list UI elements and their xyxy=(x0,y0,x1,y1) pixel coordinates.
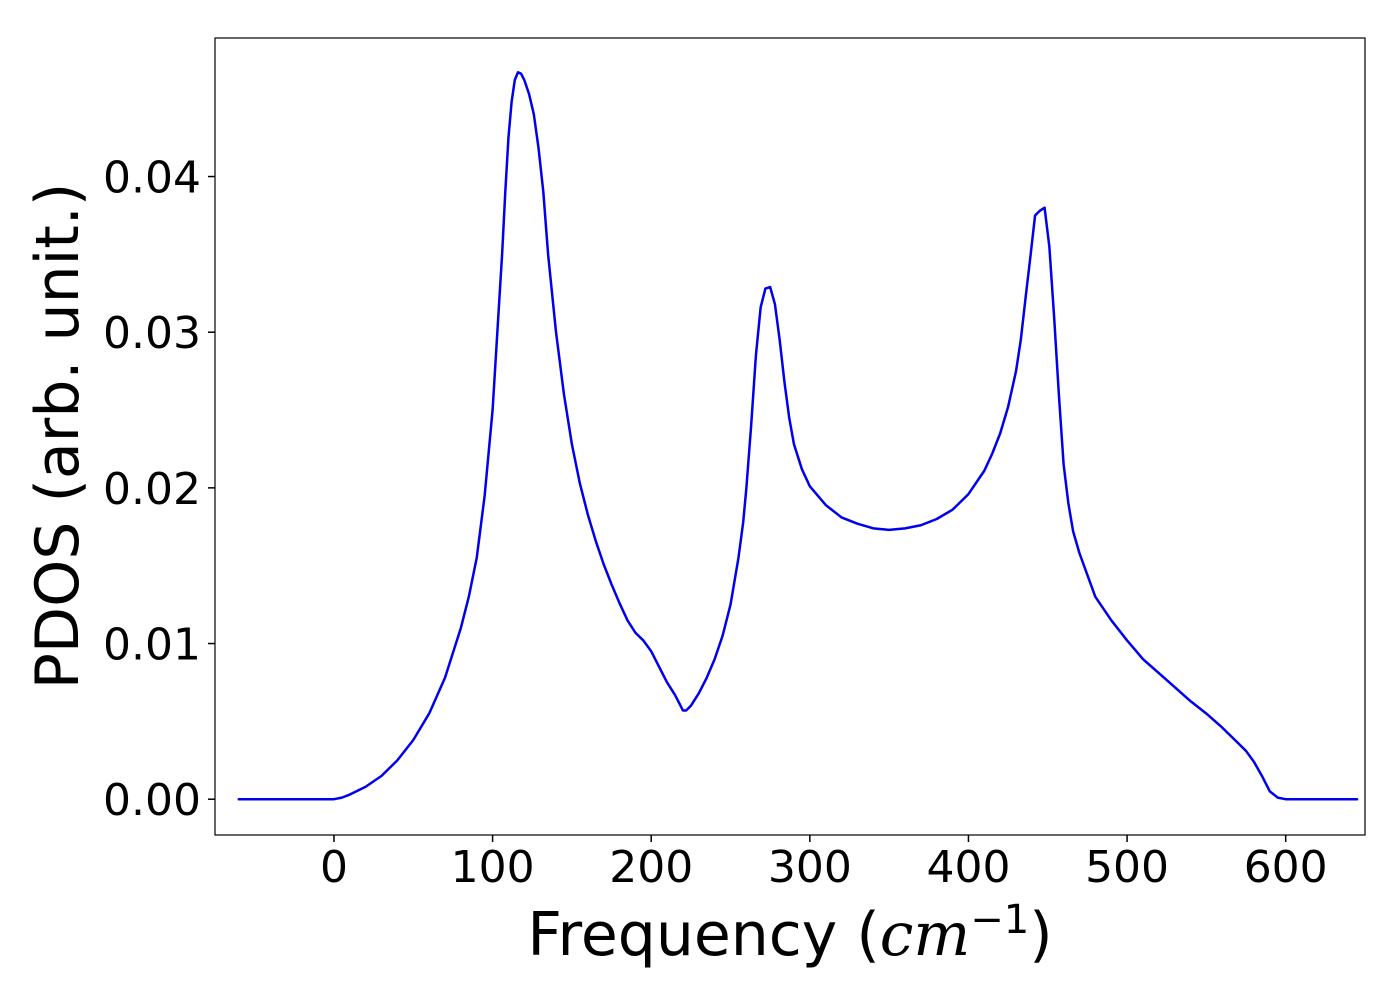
x-tick-label: 600 xyxy=(1244,842,1328,893)
x-tick-label: 200 xyxy=(609,842,693,893)
y-tick-label: 0.02 xyxy=(103,464,201,515)
y-axis: 0.00 0.01 0.02 0.03 0.04 xyxy=(103,153,215,826)
y-tick-label: 0.03 xyxy=(103,308,201,359)
x-tick-label: 300 xyxy=(768,842,852,893)
y-axis-title: PDOS (arb. unit.) xyxy=(23,183,93,690)
series-layer xyxy=(237,71,1359,801)
y-tick-label: 0.04 xyxy=(103,153,201,204)
y-tick-label: 0.00 xyxy=(103,775,201,826)
y-tick-label: 0.01 xyxy=(103,620,201,671)
x-axis: 0 100 200 300 400 500 600 xyxy=(320,835,1328,893)
plot-frame xyxy=(214,37,1366,836)
x-tick-label: 0 xyxy=(320,842,348,893)
x-tick-label: 100 xyxy=(451,842,535,893)
x-tick-label: 400 xyxy=(926,842,1010,893)
x-tick-label: 500 xyxy=(1085,842,1169,893)
series-line-pdos xyxy=(237,71,1359,801)
x-axis-title: Frequency (cm−1) xyxy=(527,897,1052,970)
